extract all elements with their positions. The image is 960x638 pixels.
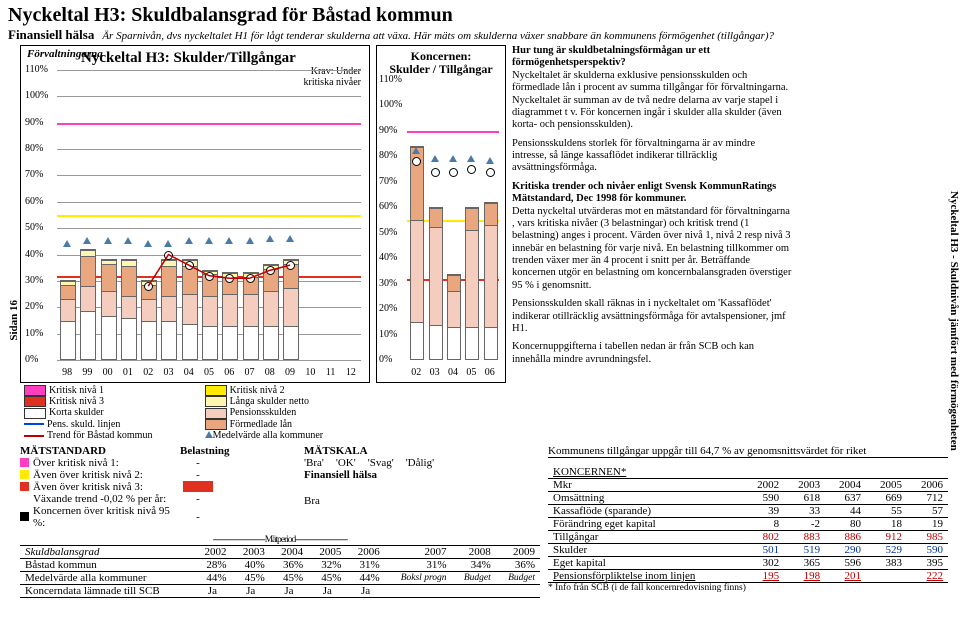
side-right-label: Nyckeltal H3 - Skuldnivån jämfört med fö… bbox=[948, 191, 960, 451]
bar bbox=[222, 272, 238, 360]
ms-result: Bra bbox=[304, 495, 524, 507]
subtitle: Finansiell hälsa bbox=[8, 27, 94, 43]
subtitle-italic: Är Sparnivån, dvs nyckeltalet H1 för låg… bbox=[102, 30, 774, 42]
text-column: Hur tung är skuldbetalningsförmågan ur e… bbox=[512, 45, 792, 441]
bar bbox=[283, 259, 299, 360]
ms-r2: Även över kritisk nivå 2: bbox=[33, 469, 183, 481]
skuld-table: Skuldbalansgrad2002200320042005200620072… bbox=[20, 545, 540, 598]
chart2-title: Koncernen:Skulder / Tillgångar bbox=[377, 50, 505, 76]
sq-icon bbox=[20, 512, 29, 521]
bar bbox=[202, 270, 218, 360]
ms-r5: Koncernen över kritisk nivå 95 %: bbox=[33, 505, 183, 529]
matperiod: ------------------------Mätperiod-------… bbox=[20, 535, 540, 545]
ms-hdr2: Belastning bbox=[180, 445, 230, 457]
scale-sub: Finansiell hälsa bbox=[304, 469, 524, 481]
ms-r1: Över kritisk nivå 1: bbox=[33, 457, 183, 469]
bar bbox=[60, 280, 76, 360]
koncern-table: KONCERNEN* Mkr20022003200420052006Omsätt… bbox=[548, 466, 948, 583]
chart-1: Förvaltningarna Nyckeltal H3: Skulder/Ti… bbox=[20, 45, 370, 383]
ms-hdr: MÄTSTANDARD bbox=[20, 445, 180, 457]
ms-scale-hdr: MÄTSKALA bbox=[304, 445, 524, 457]
ms-r4: Växande trend -0,02 % per år: bbox=[33, 493, 183, 505]
rb-top: Kommunens tillgångar uppgår till 64,7 % … bbox=[548, 445, 948, 458]
side-left-label: Sidan 16 bbox=[8, 300, 20, 341]
sq-icon bbox=[20, 470, 29, 479]
chart1-title: Nyckeltal H3: Skulder/Tillgångar bbox=[81, 50, 296, 67]
bar bbox=[182, 259, 198, 360]
bar bbox=[161, 259, 177, 360]
bar bbox=[101, 259, 117, 360]
bar bbox=[141, 280, 157, 360]
bar bbox=[80, 249, 96, 360]
legend: Kritisk nivå 1Kritisk nivå 2Kritisk nivå… bbox=[20, 385, 368, 441]
ms-r3: Även över kritisk nivå 3: bbox=[33, 481, 183, 493]
bar bbox=[121, 259, 137, 360]
bar bbox=[263, 264, 279, 360]
page-title: Nyckeltal H3: Skuldbalansgrad för Båstad… bbox=[8, 4, 952, 27]
sq-icon bbox=[20, 458, 29, 467]
scale-row: 'Bra''OK''Svag''Dålig' bbox=[304, 457, 524, 469]
bar bbox=[243, 272, 259, 360]
sq-icon bbox=[20, 482, 29, 491]
rb-note: * Info från SCB (i de fall koncernredovi… bbox=[548, 583, 948, 593]
chart-2: Koncernen:Skulder / Tillgångar 0%10%20%3… bbox=[376, 45, 506, 383]
